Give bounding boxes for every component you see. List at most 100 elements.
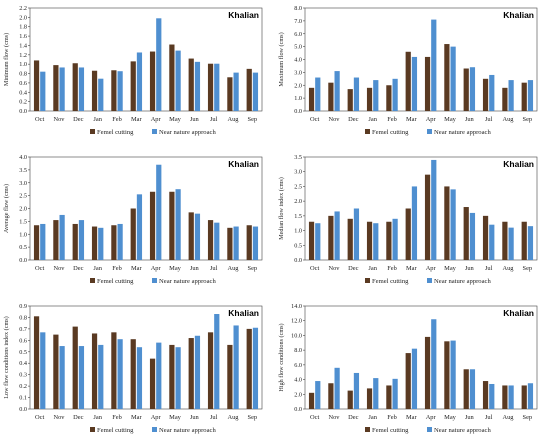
- y-tick-label: 4.0: [19, 154, 27, 161]
- y-tick-label: 8.0: [294, 347, 302, 354]
- bar-near-nature-may: [450, 46, 456, 111]
- bar-near-nature-jan: [98, 78, 104, 111]
- maximum-flow-panel: 0.0 1.0 2.0 3.0 4.0 5.0 6.0 7.0 8.0 Maximum flow …: [275, 0, 550, 148]
- plot-frame: [304, 156, 538, 261]
- bar-near-nature-apr: [431, 319, 437, 409]
- x-category-label: Sep: [248, 414, 258, 421]
- bar-femel-cutting-dec: [72, 326, 78, 409]
- bar-femel-cutting-oct: [33, 60, 40, 111]
- bar-near-nature-jun: [469, 67, 476, 111]
- y-tick-label: 10.0: [291, 332, 302, 339]
- bar-femel-cutting-sep: [521, 385, 527, 409]
- bar-femel-cutting-jul: [482, 78, 489, 111]
- y-tick-label: 0.9: [19, 303, 27, 310]
- x-category-label: Feb: [387, 265, 397, 272]
- bar-near-nature-dec: [353, 372, 360, 409]
- x-category-label: Aug: [502, 414, 514, 421]
- x-category-label: May: [169, 414, 182, 421]
- bar-near-nature-mar: [411, 56, 418, 111]
- x-category-label: Feb: [387, 414, 397, 421]
- x-category-label: Jan: [93, 116, 102, 123]
- legend-swatch: [427, 129, 432, 134]
- bar-femel-cutting-jul: [207, 332, 214, 409]
- x-category-label: Mar: [131, 265, 143, 272]
- bar-femel-cutting-feb: [111, 70, 117, 111]
- y-tick-label: 1.6: [19, 33, 27, 40]
- bar-near-nature-dec: [78, 67, 85, 111]
- x-category-label: May: [169, 116, 182, 123]
- bar-near-nature-apr: [156, 342, 162, 409]
- bar-femel-cutting-aug: [502, 221, 508, 260]
- legend-swatch: [427, 278, 432, 283]
- bar-near-nature-may: [175, 347, 181, 409]
- x-category-label: May: [444, 265, 457, 272]
- chart-title: Khalian: [228, 10, 259, 20]
- y-tick-label: 0.6: [19, 337, 27, 344]
- y-axis-label: High flow conditions (cms): [278, 323, 285, 391]
- x-category-label: Nov: [53, 414, 65, 421]
- bar-near-nature-jul: [489, 224, 495, 260]
- y-tick-label: 2.5: [294, 183, 302, 190]
- y-tick-label: 1.2: [19, 52, 27, 59]
- y-tick-label: 4.0: [294, 57, 302, 64]
- y-tick-label: 0.8: [19, 314, 27, 321]
- plot-frame: [29, 305, 263, 410]
- y-tick-label: 0.0: [294, 257, 302, 264]
- bar-femel-cutting-jan: [91, 226, 98, 260]
- y-tick-label: 1.0: [294, 95, 302, 102]
- x-category-label: Jun: [465, 116, 475, 123]
- y-tick-label: 4.0: [294, 377, 302, 384]
- bar-near-nature-sep: [252, 72, 259, 111]
- x-category-label: Jul: [210, 116, 218, 123]
- x-category-label: Oct: [35, 265, 44, 272]
- x-category-label: Aug: [502, 265, 514, 272]
- y-tick-label: 3.0: [19, 180, 27, 187]
- legend-label: Femel cutting: [372, 129, 409, 136]
- bar-near-nature-jun: [469, 212, 476, 260]
- bar-near-nature-sep: [527, 80, 534, 111]
- bar-near-nature-jun: [194, 335, 201, 409]
- bar-near-nature-oct: [315, 77, 321, 111]
- legend-swatch: [365, 129, 370, 134]
- y-tick-label: 1.8: [19, 24, 27, 31]
- bar-femel-cutting-nov: [53, 334, 59, 409]
- x-category-label: Jun: [465, 414, 475, 421]
- x-category-label: Jun: [190, 116, 200, 123]
- bar-near-nature-nov: [59, 67, 65, 111]
- y-axis-label: Average flow (cms): [3, 184, 10, 233]
- x-category-label: Jan: [368, 414, 377, 421]
- bar-femel-cutting-jul: [482, 381, 489, 409]
- bar-near-nature-may: [175, 50, 181, 111]
- x-category-label: Sep: [248, 265, 258, 272]
- x-category-label: Apr: [151, 414, 162, 421]
- bar-femel-cutting-jan: [366, 388, 373, 409]
- x-category-label: Feb: [387, 116, 397, 123]
- y-tick-label: 0.4: [19, 89, 27, 96]
- bar-near-nature-nov: [334, 367, 340, 409]
- legend-label: Near nature approach: [434, 427, 491, 434]
- bar-near-nature-apr: [156, 18, 162, 111]
- legend-label: Near nature approach: [159, 129, 216, 136]
- y-tick-label: 3.0: [294, 169, 302, 176]
- x-category-label: Nov: [328, 265, 340, 272]
- bar-femel-cutting-dec: [347, 89, 353, 111]
- y-tick-label: 2.0: [19, 14, 27, 21]
- bar-near-nature-oct: [40, 332, 46, 409]
- bar-femel-cutting-dec: [72, 63, 78, 111]
- x-category-label: Aug: [227, 116, 239, 123]
- x-category-label: Apr: [151, 265, 162, 272]
- x-category-label: Feb: [112, 414, 122, 421]
- x-category-label: Jun: [190, 414, 200, 421]
- y-tick-label: 2.0: [294, 391, 302, 398]
- x-category-label: Mar: [131, 414, 143, 421]
- bar-near-nature-may: [450, 340, 456, 409]
- x-category-label: Apr: [426, 116, 437, 123]
- y-axis-label: Maximum flow (cms): [278, 32, 285, 86]
- bar-femel-cutting-aug: [227, 227, 233, 260]
- chart-svg: 0.0 0.1 0.2 0.3 0.4 0.5 0.6 0.7 0.8 0.9 Low flow c…: [3, 303, 263, 434]
- x-category-label: Jan: [93, 265, 102, 272]
- y-tick-label: 1.4: [19, 42, 27, 49]
- legend-swatch: [90, 129, 95, 134]
- legend-label: Near nature approach: [159, 427, 216, 434]
- y-tick-label: 0.0: [19, 406, 27, 413]
